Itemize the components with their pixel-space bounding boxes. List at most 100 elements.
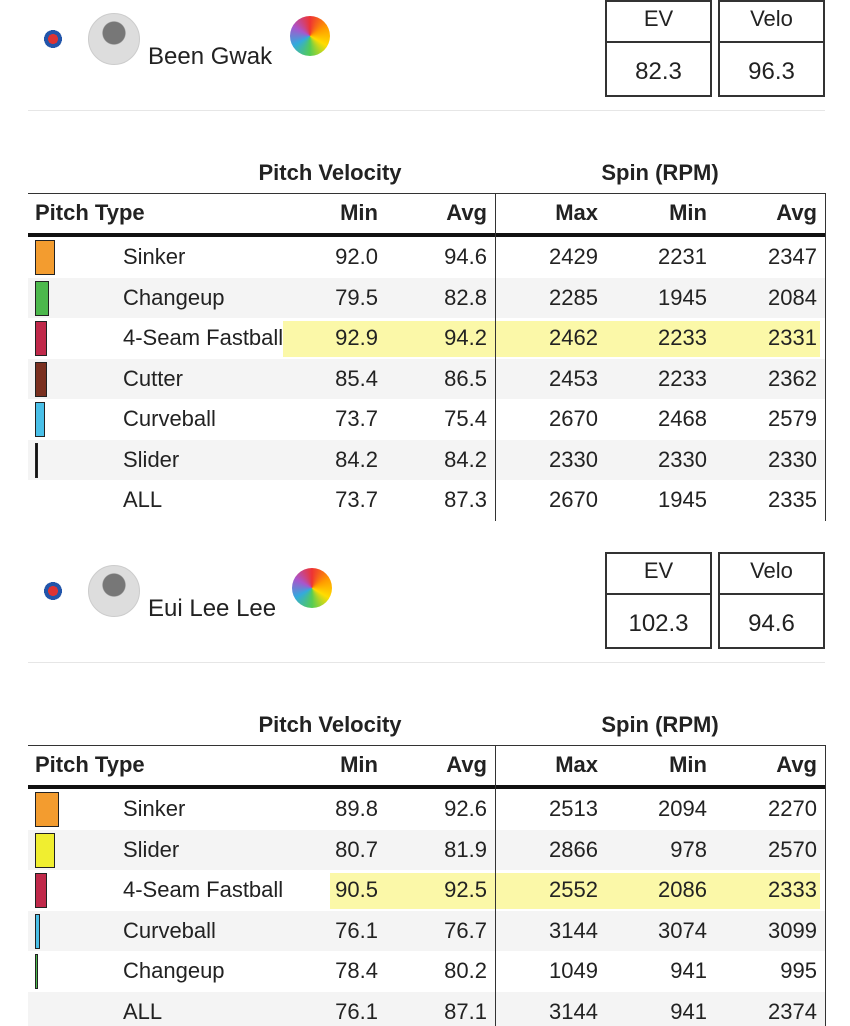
col-header: Min xyxy=(340,200,378,225)
table-top-border xyxy=(28,193,825,194)
flag xyxy=(36,578,70,604)
cell: 76.1 xyxy=(335,917,378,943)
cell: 2462 xyxy=(549,325,598,350)
separator xyxy=(28,662,825,663)
stat-box xyxy=(605,552,712,649)
cell: 73.7 xyxy=(335,487,378,512)
pitch-type: Slider xyxy=(123,446,180,472)
cell: 78.4 xyxy=(335,958,378,983)
cell: 2374 xyxy=(768,998,817,1024)
cell: 2331 xyxy=(768,325,817,350)
group-header: Pitch Velocity xyxy=(258,160,402,185)
pitch-type: Changeup xyxy=(123,958,225,983)
cell: 2670 xyxy=(549,406,598,431)
cell: 2231 xyxy=(658,244,707,269)
cell: 84.2 xyxy=(444,446,487,472)
cell: 90.5 xyxy=(335,877,378,902)
cell: 2330 xyxy=(768,446,817,472)
cell: 2362 xyxy=(768,365,817,391)
cell: 3144 xyxy=(549,917,598,943)
cell: 75.4 xyxy=(444,406,487,431)
stat-divider xyxy=(718,41,825,43)
cell: 2453 xyxy=(549,365,598,391)
cell: 941 xyxy=(670,998,707,1024)
cell: 995 xyxy=(780,958,817,983)
pitch-color xyxy=(35,442,38,478)
cell: 2233 xyxy=(658,365,707,391)
cell: 81.9 xyxy=(444,836,487,862)
stat-box xyxy=(605,0,712,97)
cell: 87.3 xyxy=(444,487,487,512)
stat-value: 82.3 xyxy=(635,58,682,85)
cell: 79.5 xyxy=(335,284,378,310)
cell: 82.8 xyxy=(444,284,487,310)
avatar xyxy=(88,565,140,617)
row-highlight xyxy=(283,321,820,357)
pitch-type: ALL xyxy=(123,998,163,1024)
cell: 3144 xyxy=(549,998,598,1024)
player-name: Eui Lee Lee xyxy=(148,595,277,622)
pitch-color xyxy=(35,913,40,949)
cell: 92.0 xyxy=(335,244,378,269)
stat-header: Velo xyxy=(750,558,793,583)
group-header: Spin (RPM) xyxy=(601,160,719,185)
cell: 76.7 xyxy=(444,917,487,943)
pitch-color xyxy=(35,240,55,275)
pitch-color xyxy=(35,321,47,356)
separator xyxy=(28,110,825,111)
cell: 2285 xyxy=(549,284,598,310)
cell: 2330 xyxy=(658,446,707,472)
col-header: Min xyxy=(669,752,707,777)
group-header: Pitch Velocity xyxy=(258,712,402,737)
cell: 2335 xyxy=(768,487,817,512)
pitch-color xyxy=(35,873,47,908)
pitch-color xyxy=(35,954,38,989)
col-header: Avg xyxy=(446,200,487,225)
avatar xyxy=(88,13,140,65)
team-logo xyxy=(290,16,330,56)
cell: 2347 xyxy=(768,244,817,269)
cell: 2330 xyxy=(549,446,598,472)
row-bg xyxy=(28,277,825,318)
pitch-color xyxy=(35,361,47,397)
cell: 2333 xyxy=(768,877,817,902)
pitch-type: 4-Seam Fastball xyxy=(123,325,284,350)
cell: 89.8 xyxy=(335,796,378,821)
cell: 2513 xyxy=(549,796,598,821)
col-header: Max xyxy=(555,752,598,777)
row-bg xyxy=(28,829,825,870)
col-divider xyxy=(825,193,826,521)
pitch-color xyxy=(35,792,59,827)
cell: 92.9 xyxy=(335,325,378,350)
cell: 3099 xyxy=(768,917,817,943)
pitch-type: Curveball xyxy=(123,406,216,431)
pitch-type: Sinker xyxy=(123,796,186,821)
cell: 2579 xyxy=(768,406,817,431)
row-bg xyxy=(28,439,825,480)
row-bg xyxy=(28,991,825,1026)
stat-value: 94.6 xyxy=(748,610,795,637)
cell: 80.7 xyxy=(335,836,378,862)
cell: 2233 xyxy=(658,325,707,350)
col-header: Pitch Type xyxy=(35,752,145,777)
cell: 94.6 xyxy=(444,244,487,269)
pitch-type: 4-Seam Fastball xyxy=(123,877,284,902)
col-header: Pitch Type xyxy=(35,200,145,225)
stat-box xyxy=(718,552,825,649)
cell: 941 xyxy=(670,958,707,983)
stat-header: EV xyxy=(643,558,674,583)
stat-header: EV xyxy=(643,6,674,31)
stat-value: 102.3 xyxy=(628,610,689,637)
cell: 2468 xyxy=(658,406,707,431)
cell: 1049 xyxy=(549,958,598,983)
col-header: Max xyxy=(555,200,598,225)
row-bg xyxy=(28,358,825,399)
cell: 84.2 xyxy=(335,446,378,472)
pitch-type: Sinker xyxy=(123,244,186,269)
pitch-color xyxy=(35,832,55,868)
pitch-type: Curveball xyxy=(123,917,216,943)
pitch-type: ALL xyxy=(123,487,163,512)
cell: 978 xyxy=(670,836,707,862)
stat-header: Velo xyxy=(750,6,793,31)
